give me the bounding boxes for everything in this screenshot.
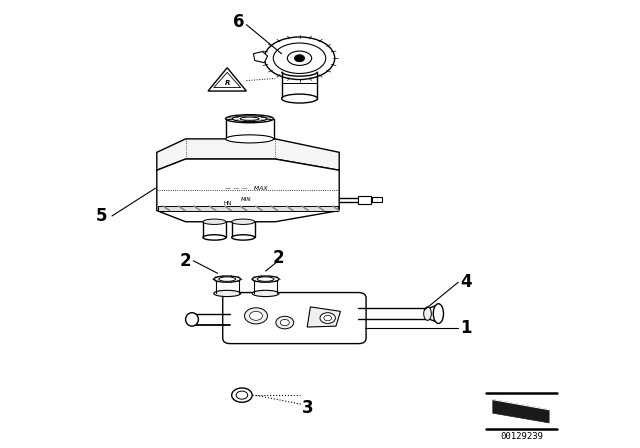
Circle shape [280, 319, 289, 326]
Text: 6: 6 [233, 13, 244, 31]
Circle shape [236, 391, 248, 399]
Ellipse shape [226, 115, 274, 123]
Text: 4: 4 [460, 273, 472, 291]
Ellipse shape [232, 219, 255, 224]
Text: 00129239: 00129239 [500, 432, 543, 441]
Ellipse shape [226, 135, 274, 143]
Text: 2: 2 [180, 252, 191, 270]
Circle shape [244, 308, 268, 324]
Polygon shape [307, 307, 340, 327]
Ellipse shape [287, 51, 312, 65]
Circle shape [276, 316, 294, 329]
Polygon shape [214, 73, 241, 87]
Polygon shape [253, 52, 268, 63]
Text: — — —   MAX: — — — MAX [225, 185, 268, 191]
Ellipse shape [186, 313, 198, 326]
Ellipse shape [232, 235, 255, 240]
Ellipse shape [424, 307, 431, 320]
Ellipse shape [282, 94, 317, 103]
Ellipse shape [203, 235, 226, 240]
Polygon shape [208, 68, 246, 91]
Ellipse shape [214, 276, 241, 282]
FancyBboxPatch shape [223, 293, 366, 344]
Ellipse shape [203, 219, 226, 224]
Ellipse shape [240, 117, 259, 121]
Polygon shape [158, 206, 338, 211]
Ellipse shape [273, 43, 326, 73]
Text: 1: 1 [460, 319, 472, 337]
Polygon shape [157, 139, 339, 170]
Text: 5: 5 [95, 207, 107, 225]
Ellipse shape [214, 290, 241, 297]
Polygon shape [493, 400, 549, 423]
Circle shape [250, 311, 262, 320]
Ellipse shape [433, 304, 444, 323]
Text: 2: 2 [273, 249, 284, 267]
Polygon shape [157, 159, 339, 222]
Circle shape [320, 313, 335, 323]
Text: MIN: MIN [241, 197, 252, 202]
Text: HN: HN [224, 201, 232, 207]
Text: R: R [225, 80, 230, 86]
Ellipse shape [219, 277, 236, 281]
Circle shape [232, 388, 252, 402]
Ellipse shape [252, 276, 279, 282]
Ellipse shape [252, 290, 279, 297]
Circle shape [324, 315, 332, 321]
Ellipse shape [264, 37, 335, 80]
Text: 3: 3 [301, 399, 313, 417]
Ellipse shape [257, 277, 274, 281]
Bar [358, 196, 371, 204]
Bar [372, 197, 382, 202]
Ellipse shape [232, 116, 267, 121]
Circle shape [294, 55, 305, 62]
